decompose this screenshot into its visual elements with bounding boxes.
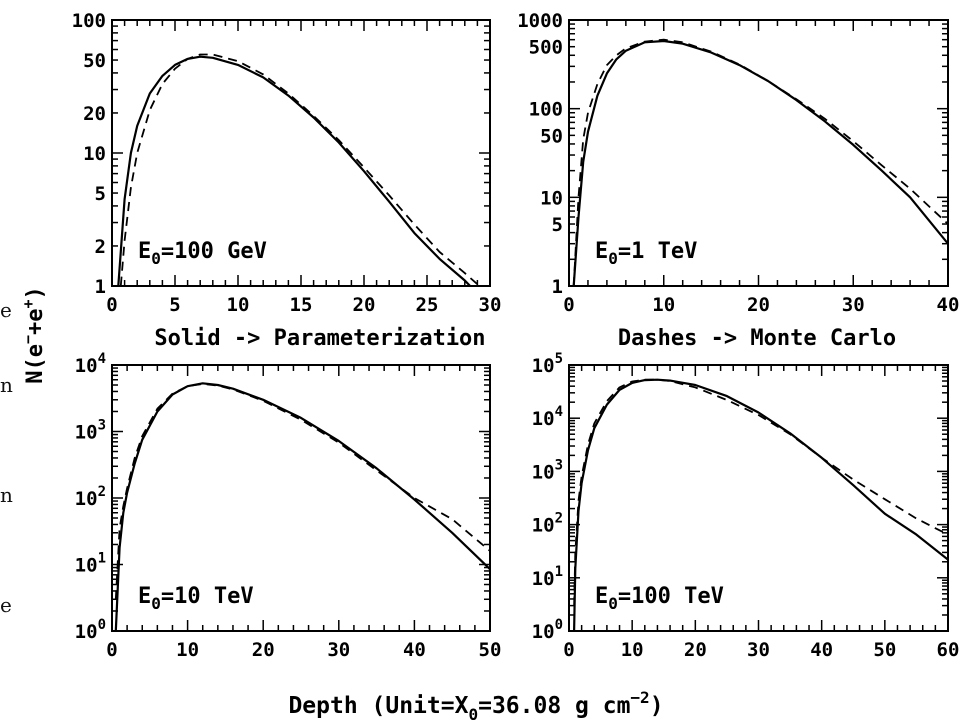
y-tick-label: 101 bbox=[75, 551, 106, 577]
chart-panel-top-right: 0 10 20 30 40 1 5 10 50 100 500 1000 E0=1 TeV bbox=[517, 10, 959, 316]
series-solid-top-left bbox=[117, 55, 472, 286]
x-tick-label: 10 bbox=[621, 639, 644, 661]
margin-fragment-4: e bbox=[0, 593, 12, 617]
y-tick-label: 102 bbox=[75, 484, 106, 510]
x-tick-label: 30 bbox=[327, 639, 350, 661]
margin-fragment-3: n bbox=[0, 483, 13, 507]
y-axis-label: N(e−+e+) bbox=[19, 286, 48, 384]
x-tick-label: 30 bbox=[842, 294, 865, 316]
x-tick-label: 20 bbox=[684, 639, 707, 661]
x-tick-label: 15 bbox=[290, 294, 313, 316]
y-tick-label: 10 bbox=[540, 187, 563, 209]
x-tick-label: 0 bbox=[106, 639, 117, 661]
series-solid-bottom-right bbox=[573, 378, 948, 631]
x-tick-label: 40 bbox=[937, 294, 960, 316]
x-tick-label: 0 bbox=[106, 294, 117, 316]
y-tick-label: 50 bbox=[83, 50, 106, 72]
x-tick-label: 0 bbox=[563, 639, 574, 661]
y-tick-label: 2 bbox=[95, 236, 106, 258]
y-tick-label: 1 bbox=[95, 276, 106, 298]
y-tick-label: 104 bbox=[532, 404, 563, 430]
dashes-legend-note: Dashes -> Monte Carlo bbox=[618, 326, 896, 351]
series-solid-bottom-left bbox=[114, 382, 490, 631]
y-tick-label: 104 bbox=[75, 351, 106, 377]
series-dashed-bottom-left bbox=[114, 382, 490, 600]
margin-fragment-2: n bbox=[0, 373, 13, 397]
margin-fragment-1: e bbox=[0, 298, 12, 322]
x-tick-label: 30 bbox=[747, 639, 770, 661]
x-tick-label: 50 bbox=[479, 639, 502, 661]
energy-label: E0=100 GeV bbox=[138, 239, 267, 268]
y-tick-label: 100 bbox=[529, 99, 563, 121]
y-tick-label: 102 bbox=[532, 511, 563, 537]
x-tick-label: 10 bbox=[652, 294, 675, 316]
x-tick-label: 20 bbox=[252, 639, 275, 661]
x-tick-label: 20 bbox=[747, 294, 770, 316]
solid-legend-note: Solid -> Parameterization bbox=[154, 326, 485, 351]
y-tick-label: 5 bbox=[552, 214, 563, 236]
series-dashed-top-right bbox=[572, 38, 948, 286]
energy-label: E0=100 TeV bbox=[595, 584, 724, 613]
y-tick-label: 1 bbox=[552, 276, 563, 298]
chart-panel-bottom-left: 0 10 20 30 40 50 100 101 102 103 104 E0=10 TeV bbox=[75, 351, 502, 661]
y-tick-label: 5 bbox=[95, 183, 106, 205]
energy-label: E0=1 TeV bbox=[595, 239, 697, 268]
y-tick-label: 100 bbox=[75, 617, 106, 643]
x-axis-label: Depth (Unit=X0=36.08 g cm−2) bbox=[288, 688, 663, 723]
y-tick-label: 10 bbox=[83, 143, 106, 165]
energy-label: E0=10 TeV bbox=[138, 584, 254, 613]
y-tick-label: 100 bbox=[72, 10, 106, 32]
series-dashed-bottom-right bbox=[573, 378, 948, 606]
y-tick-label: 50 bbox=[540, 125, 563, 147]
y-tick-label: 103 bbox=[532, 457, 563, 483]
y-tick-label: 500 bbox=[529, 37, 563, 59]
x-tick-label: 10 bbox=[227, 294, 250, 316]
x-tick-label: 40 bbox=[810, 639, 833, 661]
y-tick-label: 1000 bbox=[517, 10, 563, 32]
y-tick-label: 100 bbox=[532, 617, 563, 643]
chart-panel-bottom-right: 0 10 20 30 40 50 60 100 101 102 103 104 105 E0=100 Te… bbox=[532, 351, 960, 661]
series-dashed-top-left bbox=[119, 53, 481, 286]
x-tick-label: 30 bbox=[479, 294, 502, 316]
x-tick-label: 40 bbox=[403, 639, 426, 661]
x-tick-label: 25 bbox=[416, 294, 439, 316]
y-tick-label: 103 bbox=[75, 418, 106, 444]
x-tick-label: 50 bbox=[873, 639, 896, 661]
y-tick-label: 105 bbox=[532, 351, 563, 377]
x-tick-label: 20 bbox=[353, 294, 376, 316]
series-solid-top-right bbox=[572, 39, 948, 286]
y-tick-label: 101 bbox=[532, 564, 563, 590]
x-tick-label: 5 bbox=[169, 294, 180, 316]
x-tick-label: 0 bbox=[563, 294, 574, 316]
x-tick-label: 60 bbox=[937, 639, 960, 661]
y-tick-label: 20 bbox=[83, 103, 106, 125]
x-tick-label: 10 bbox=[176, 639, 199, 661]
